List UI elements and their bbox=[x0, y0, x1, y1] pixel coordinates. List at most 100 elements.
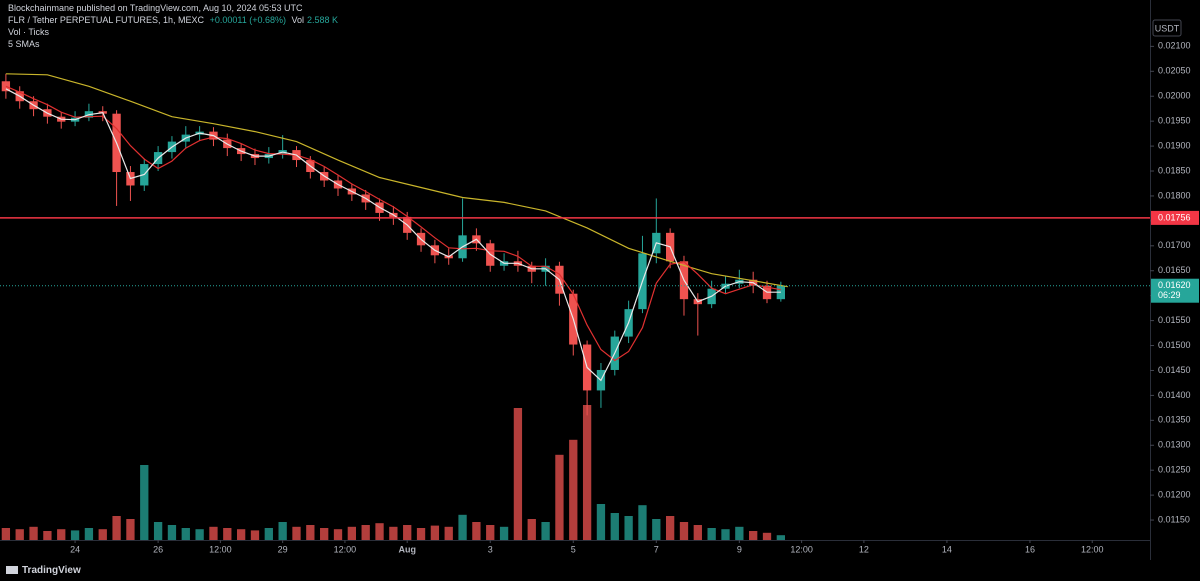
volume-bar bbox=[444, 526, 453, 540]
footer: TradingView bbox=[22, 565, 81, 576]
volume-bar bbox=[250, 530, 260, 540]
indicator[interactable]: 5 SMAs bbox=[8, 39, 40, 49]
volume-bar bbox=[1, 528, 11, 540]
y-tick-label: 0.01850 bbox=[1158, 165, 1191, 175]
y-tick-label: 0.02000 bbox=[1158, 91, 1191, 101]
y-tick-label: 0.01150 bbox=[1158, 514, 1190, 524]
candle-body bbox=[1, 81, 11, 92]
y-tick-label: 0.01200 bbox=[1158, 489, 1191, 499]
y-tick-label: 0.01450 bbox=[1158, 365, 1191, 375]
volume-bar bbox=[721, 529, 730, 540]
header-line: Blockchainmane published on TradingView.… bbox=[8, 2, 341, 14]
volume-bar bbox=[416, 528, 426, 540]
x-tick-label: 9 bbox=[737, 544, 742, 554]
x-tick-label: 14 bbox=[942, 544, 952, 554]
volume-bar bbox=[140, 465, 149, 540]
x-tick-label: 5 bbox=[571, 544, 576, 554]
volume-bar bbox=[513, 408, 523, 540]
volume-bar bbox=[541, 522, 550, 540]
logo bbox=[6, 566, 18, 574]
x-tick-label: 26 bbox=[153, 544, 163, 554]
symbol-line: FLR / Tether PERPETUAL FUTURES, 1h, MEXC… bbox=[8, 14, 341, 26]
volume-bar bbox=[458, 514, 467, 540]
countdown-label: 06:29 bbox=[1158, 290, 1181, 300]
volume-bar bbox=[679, 522, 689, 540]
indicator-line[interactable]: Vol · Ticks bbox=[8, 26, 341, 38]
level-label: 0.01756 bbox=[1158, 212, 1191, 222]
volume-bar bbox=[665, 516, 675, 540]
volume-bar bbox=[278, 522, 287, 540]
volume-bar bbox=[153, 522, 163, 540]
x-tick-label: Aug bbox=[398, 544, 416, 554]
volume-bar bbox=[582, 405, 592, 540]
volume-bar bbox=[29, 526, 38, 540]
x-tick-label: 12:00 bbox=[334, 544, 357, 554]
y-tick-label: 0.01550 bbox=[1158, 315, 1191, 325]
volume-bar bbox=[486, 525, 495, 540]
volume-bar bbox=[223, 528, 232, 540]
volume-bar bbox=[167, 525, 177, 540]
volume-bar bbox=[126, 519, 135, 540]
volume-bar bbox=[15, 529, 24, 540]
volume-bar bbox=[333, 529, 343, 540]
currency-box bbox=[1152, 19, 1182, 37]
volume-bar bbox=[181, 528, 190, 540]
volume-bar bbox=[361, 525, 370, 540]
sma-line bbox=[5, 73, 788, 288]
y-axis-label: USDT bbox=[1155, 23, 1180, 33]
volume-bar bbox=[403, 525, 412, 540]
x-tick-label: 12:00 bbox=[209, 544, 232, 554]
volume-bar bbox=[195, 529, 204, 540]
volume-bar bbox=[735, 526, 744, 540]
volume-bar bbox=[499, 526, 509, 540]
indicator-line[interactable]: 5 SMAs bbox=[8, 38, 341, 50]
indicator[interactable]: Vol · Ticks bbox=[8, 27, 50, 37]
x-tick-label: 7 bbox=[654, 544, 659, 554]
y-tick-label: 0.02050 bbox=[1158, 66, 1191, 76]
volume-bar bbox=[320, 528, 329, 540]
y-tick-label: 0.01350 bbox=[1158, 415, 1191, 425]
x-tick-label: 12:00 bbox=[790, 544, 813, 554]
volume-bar bbox=[596, 504, 606, 540]
x-tick-label: 16 bbox=[1025, 544, 1035, 554]
symbol-title: FLR / Tether PERPETUAL FUTURES, 1h, MEXC bbox=[8, 15, 205, 25]
volume-bar bbox=[375, 523, 384, 540]
volume-bar bbox=[652, 519, 661, 540]
header: Blockchainmane published on TradingView.… bbox=[8, 3, 303, 13]
y-tick-label: 0.01900 bbox=[1158, 140, 1191, 150]
volume-bar bbox=[776, 535, 786, 540]
volume-bar bbox=[98, 529, 107, 540]
sma-line bbox=[5, 88, 781, 382]
volume-bar bbox=[389, 526, 398, 540]
volume-bar bbox=[693, 525, 702, 540]
sma-line bbox=[5, 85, 782, 362]
volume-bar bbox=[112, 516, 121, 540]
volume-bar bbox=[84, 528, 94, 540]
y-tick-label: 0.01500 bbox=[1158, 340, 1191, 350]
y-tick-label: 0.01800 bbox=[1158, 190, 1191, 200]
logo-mark bbox=[6, 566, 18, 574]
volume-bar bbox=[70, 530, 80, 540]
volume-bar bbox=[43, 531, 52, 540]
volume-bar bbox=[236, 529, 246, 540]
last-price-label: 0.01620 bbox=[1158, 280, 1191, 290]
x-tick-label: 12 bbox=[859, 544, 869, 554]
volume-bar bbox=[749, 531, 758, 540]
y-tick-label: 0.01400 bbox=[1158, 390, 1191, 400]
x-tick-label: 3 bbox=[488, 544, 493, 554]
volume-bar bbox=[264, 528, 273, 540]
x-tick-label: 12:00 bbox=[1081, 544, 1104, 554]
volume-bar bbox=[209, 526, 218, 540]
y-tick-label: 0.01250 bbox=[1158, 465, 1191, 475]
volume-bar bbox=[707, 528, 716, 540]
volume-bar bbox=[555, 454, 564, 540]
y-tick-label: 0.02100 bbox=[1158, 41, 1191, 51]
y-tick-label: 0.01300 bbox=[1158, 440, 1191, 450]
volume-bar bbox=[527, 519, 536, 540]
volume-bar bbox=[472, 522, 481, 540]
volume-bar bbox=[624, 516, 633, 540]
legend: Blockchainmane published on TradingView.… bbox=[8, 2, 341, 50]
volume-bar bbox=[57, 529, 66, 540]
volume-name: Vol bbox=[291, 15, 304, 25]
